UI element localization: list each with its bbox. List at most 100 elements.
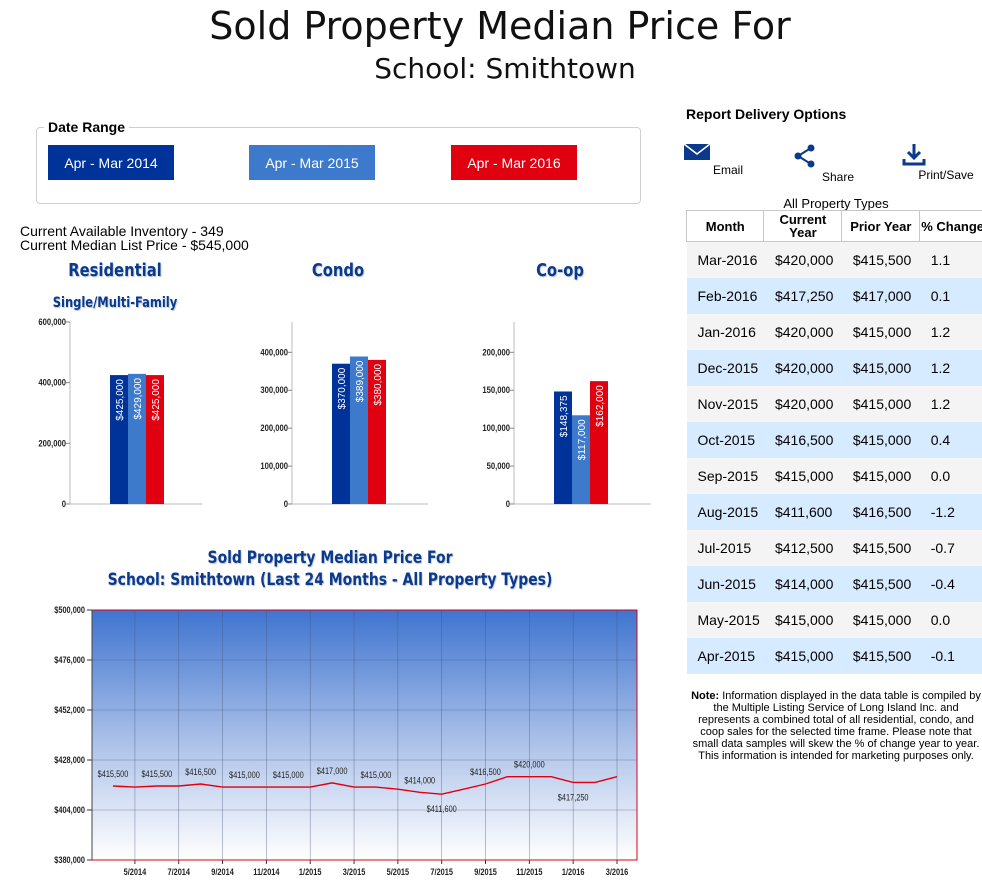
month-cell: Aug-2015: [686, 493, 764, 530]
trend-area-chart: $380,000 $404,000 $428,000 $452,000 $476,000…: [54, 605, 638, 877]
share-icon: [794, 144, 815, 168]
date-range-2015-button[interactable]: Apr - Mar 2015: [249, 145, 375, 180]
table-row: Jan-2016 $420,000 $415,000 1.2: [686, 313, 982, 350]
col-prior-year-header: Prior Year: [841, 210, 921, 242]
month-cell: Jan-2016: [686, 313, 764, 350]
change-cell: -0.1: [919, 637, 982, 674]
table-row: Aug-2015 $411,600 $416,500 -1.2: [686, 493, 982, 530]
change-cell: 1.2: [919, 349, 982, 386]
table-row: Feb-2016 $417,250 $417,000 0.1: [686, 277, 982, 314]
download-icon: [902, 144, 926, 166]
y-tick-label: 200,000: [482, 347, 510, 358]
trend-data-label: $417,000: [317, 766, 348, 776]
prior-year-cell: $417,000: [841, 277, 920, 314]
bar-value-label: $389,000: [355, 360, 366, 402]
prior-year-cell: $415,000: [841, 601, 920, 638]
bar-residential-0: [110, 375, 128, 504]
change-cell: 0.1: [919, 277, 982, 314]
x-tick-label: 9/2014: [211, 867, 234, 877]
y-tick-label: 100,000: [482, 423, 510, 434]
share-option[interactable]: Share: [793, 144, 883, 187]
trend-data-label: $416,500: [470, 767, 501, 777]
prior-year-cell: $415,000: [841, 349, 920, 386]
trend-series-line: [112, 776, 618, 795]
prior-year-cell: $415,500: [841, 637, 920, 674]
current-year-cell: $420,000: [763, 385, 842, 422]
trend-plot-frame: [91, 609, 638, 861]
change-cell: 0.0: [919, 457, 982, 494]
x-tick-label: 5/2014: [124, 867, 147, 877]
y-tick-label: 300,000: [260, 385, 288, 396]
x-tick-label: 11/2015: [516, 867, 543, 877]
median-price-table: Month Current Year Prior Year % Change M…: [685, 210, 982, 674]
note-text: Information displayed in the data table …: [692, 690, 981, 762]
table-row: Oct-2015 $416,500 $415,000 0.4: [686, 421, 982, 458]
y-tick-label: 600,000: [38, 316, 66, 327]
condo-chart: 0 100,000 200,000 300,000 400,000 $370,000 $38…: [260, 322, 428, 509]
date-range-2016-button[interactable]: Apr - Mar 2016: [451, 145, 577, 180]
month-cell: Jun-2015: [686, 565, 764, 602]
current-year-cell: $416,500: [763, 421, 842, 458]
current-year-cell: $417,250: [763, 277, 842, 314]
residential-chart: 0 200,000 400,000 600,000 $425,000 $429,000 $4…: [38, 316, 202, 509]
date-range-2014-button[interactable]: Apr - Mar 2014: [48, 145, 174, 180]
table-row: Jul-2015 $412,500 $415,500 -0.7: [686, 529, 982, 566]
y-tick-label: 400,000: [38, 377, 66, 388]
bar-residential-2: [146, 375, 164, 504]
table-row: Dec-2015 $420,000 $415,000 1.2: [686, 349, 982, 386]
current-year-cell: $411,600: [763, 493, 842, 530]
trend-plot-background: [92, 610, 637, 860]
bar-coop-1: [572, 415, 590, 504]
trend-data-label: $415,000: [361, 770, 392, 780]
trend-data-label: $415,000: [273, 770, 304, 780]
trend-chart-title: Sold Property Median Price For: [207, 548, 453, 568]
print-save-label: Print/Save: [918, 168, 974, 182]
condo-chart-title: Condo: [311, 260, 365, 281]
bar-value-label: $148,375: [559, 395, 570, 437]
table-row: Nov-2015 $420,000 $415,000 1.2: [686, 385, 982, 422]
y-tick-label: 0: [506, 498, 511, 509]
prior-year-cell: $415,500: [841, 529, 920, 566]
bar-value-label: $117,000: [577, 419, 588, 460]
trend-data-label: $415,500: [98, 769, 129, 779]
trend-data-label: $415,500: [141, 769, 172, 779]
month-cell: Jul-2015: [686, 529, 764, 566]
month-cell: Dec-2015: [686, 349, 764, 386]
envelope-icon: [683, 143, 711, 160]
y-tick-label: 0: [284, 498, 289, 509]
month-cell: May-2015: [686, 601, 764, 638]
print-save-option[interactable]: Print/Save: [900, 142, 982, 185]
bar-coop-2: [590, 381, 608, 504]
col-current-year-header: Current Year: [763, 210, 843, 242]
bar-condo-2: [368, 359, 386, 504]
trend-chart-subtitle: School: Smithtown (Last 24 Months - All …: [107, 570, 553, 590]
current-year-cell: $415,000: [763, 601, 842, 638]
y-tick-label: $404,000: [54, 805, 85, 815]
change-cell: 0.4: [919, 421, 982, 458]
x-tick-label: 7/2015: [430, 867, 453, 877]
current-year-cell: $420,000: [763, 349, 842, 386]
month-cell: Apr-2015: [686, 637, 764, 674]
change-cell: 1.1: [919, 241, 982, 278]
y-tick-label: 50,000: [487, 460, 511, 471]
residential-chart-title: Residential: [68, 260, 162, 281]
x-tick-label: 11/2014: [253, 867, 280, 877]
email-option[interactable]: Email: [683, 142, 773, 177]
bar-value-label: $370,000: [337, 367, 348, 409]
current-year-cell: $412,500: [763, 529, 842, 566]
x-tick-label: 1/2015: [299, 867, 322, 877]
disclaimer-note: Note: Information displayed in the data …: [686, 690, 982, 762]
col-change-header: % Change: [919, 210, 982, 242]
x-tick-label: 5/2015: [387, 867, 410, 877]
trend-data-label: $415,000: [229, 770, 260, 780]
bar-condo-0: [332, 363, 350, 504]
change-cell: 0.0: [919, 601, 982, 638]
bar-condo-1: [350, 356, 368, 504]
available-inventory: Current Available Inventory - 349: [20, 223, 224, 239]
change-cell: -0.4: [919, 565, 982, 602]
month-cell: Feb-2016: [686, 277, 764, 314]
trend-data-label: $420,000: [514, 760, 545, 770]
table-caption: All Property Types: [783, 196, 889, 211]
current-year-cell: $420,000: [763, 241, 842, 278]
residential-chart-subtitle: Single/Multi-Family: [52, 295, 178, 311]
